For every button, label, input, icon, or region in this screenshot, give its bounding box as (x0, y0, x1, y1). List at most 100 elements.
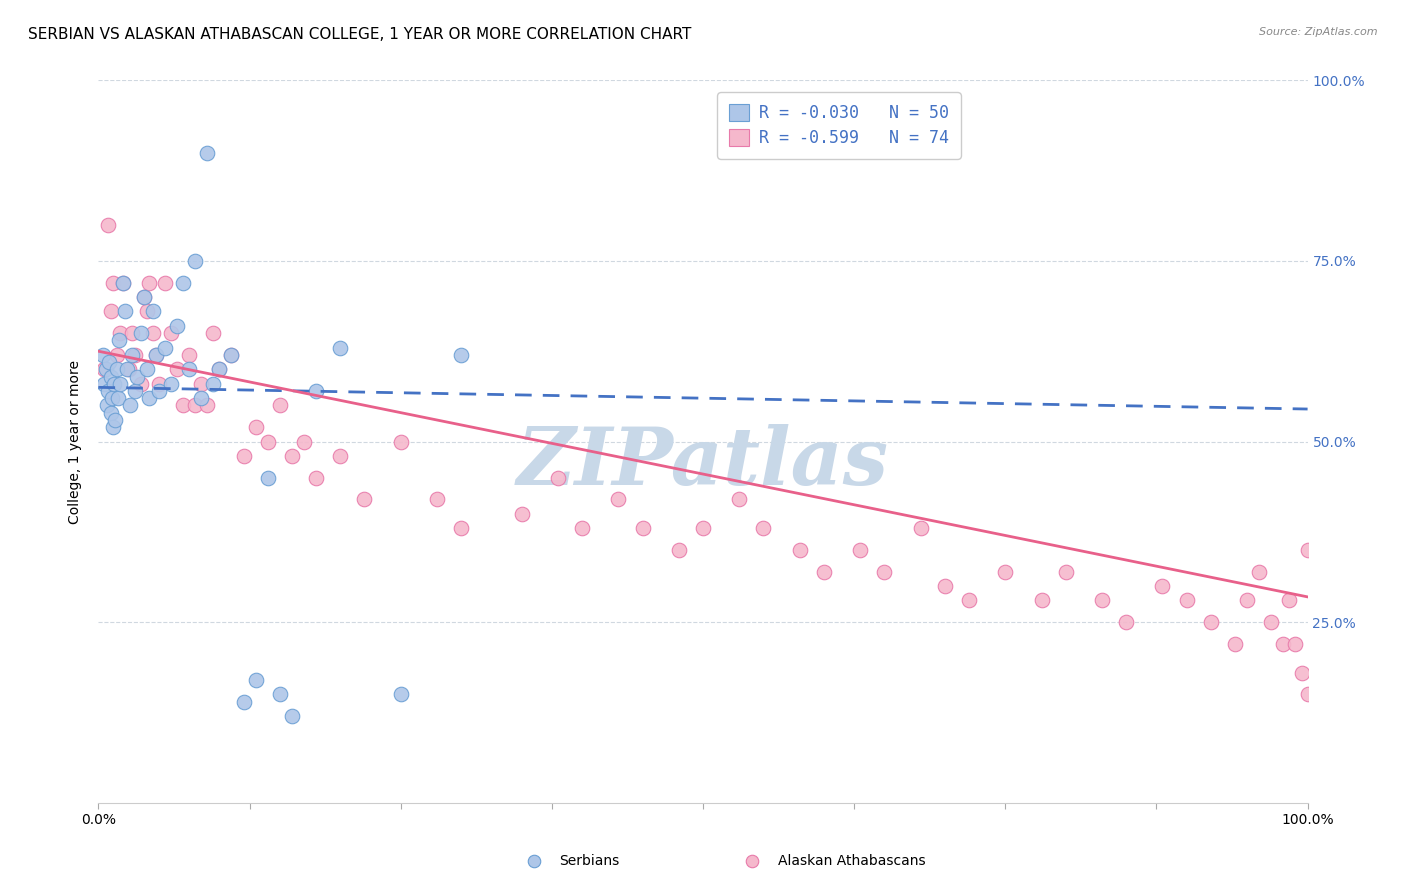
Point (281, 709, 304, 723)
Point (1272, 637, 1295, 651)
Point (269, 398, 291, 412)
Point (100, 391, 122, 405)
Point (190, 376, 212, 391)
Point (124, 348, 146, 362)
Point (232, 695, 254, 709)
Point (100, 304, 122, 318)
Point (104, 413, 127, 427)
Point (184, 253, 207, 268)
Point (1199, 615, 1222, 630)
Text: Alaskan Athabascans: Alaskan Athabascans (778, 854, 925, 868)
Point (281, 449, 304, 463)
Point (108, 334, 131, 348)
Point (1260, 615, 1282, 630)
Point (138, 391, 160, 405)
Point (101, 276, 124, 290)
Point (100, 369, 122, 384)
Point (142, 304, 165, 318)
Point (450, 521, 472, 535)
Point (245, 673, 267, 687)
Text: ZIPatlas: ZIPatlas (517, 425, 889, 502)
Point (114, 304, 136, 318)
Point (195, 398, 218, 412)
Legend: R = -0.030   N = 50, R = -0.599   N = 74: R = -0.030 N = 50, R = -0.599 N = 74 (717, 92, 960, 159)
Text: SERBIAN VS ALASKAN ATHABASCAN COLLEGE, 1 YEAR OR MORE CORRELATION CHART: SERBIAN VS ALASKAN ATHABASCAN COLLEGE, 1… (28, 27, 692, 42)
Point (1054, 565, 1077, 579)
Point (172, 276, 194, 290)
Point (1115, 615, 1137, 630)
Point (607, 492, 630, 507)
Point (353, 492, 375, 507)
Point (97, 384, 120, 398)
Point (138, 276, 160, 290)
Point (994, 565, 1017, 579)
Point (256, 434, 278, 449)
Point (93, 376, 115, 391)
Point (121, 348, 143, 362)
Point (101, 420, 124, 434)
Point (329, 341, 352, 355)
Point (728, 492, 751, 507)
Point (118, 398, 141, 412)
Point (160, 326, 183, 340)
Point (121, 326, 143, 340)
Point (148, 376, 170, 391)
Point (510, 507, 533, 521)
Point (91, 348, 114, 362)
Point (789, 542, 811, 557)
Point (202, 376, 225, 391)
Point (195, 145, 218, 160)
Point (135, 304, 157, 318)
Point (98, 355, 121, 369)
Point (145, 348, 167, 362)
Point (184, 398, 207, 412)
Point (571, 521, 593, 535)
Point (153, 341, 176, 355)
Point (934, 579, 956, 593)
Point (107, 391, 129, 405)
Point (1291, 665, 1313, 680)
Point (153, 276, 176, 290)
Point (329, 449, 352, 463)
Point (105, 348, 128, 362)
Text: Source: ZipAtlas.com: Source: ZipAtlas.com (1260, 27, 1378, 37)
Point (873, 565, 896, 579)
Point (1223, 637, 1246, 651)
Point (135, 362, 157, 376)
Point (208, 362, 231, 376)
Point (305, 384, 328, 398)
Point (179, 362, 201, 376)
Point (179, 348, 201, 362)
Point (752, 521, 775, 535)
Point (668, 542, 690, 557)
Point (142, 326, 165, 340)
Point (1091, 593, 1114, 607)
Point (166, 318, 188, 333)
Point (94, 362, 117, 376)
Point (269, 687, 291, 701)
Point (127, 369, 149, 384)
Point (426, 492, 449, 507)
Point (389, 434, 412, 449)
Point (1031, 593, 1053, 607)
Point (111, 276, 134, 290)
Point (208, 362, 231, 376)
Point (245, 420, 267, 434)
Point (124, 384, 146, 398)
Y-axis label: College, 1 year or more: College, 1 year or more (69, 359, 83, 524)
Point (910, 521, 932, 535)
Point (1152, 579, 1174, 593)
Text: Serbians: Serbians (560, 854, 620, 868)
Point (103, 376, 125, 391)
Point (172, 398, 194, 412)
Point (148, 384, 170, 398)
Point (111, 276, 134, 290)
Point (105, 362, 128, 376)
Point (1249, 565, 1271, 579)
Point (129, 376, 152, 391)
Point (108, 326, 131, 340)
Point (1296, 542, 1319, 557)
Point (108, 376, 131, 391)
Point (97, 218, 120, 232)
Point (221, 348, 243, 362)
